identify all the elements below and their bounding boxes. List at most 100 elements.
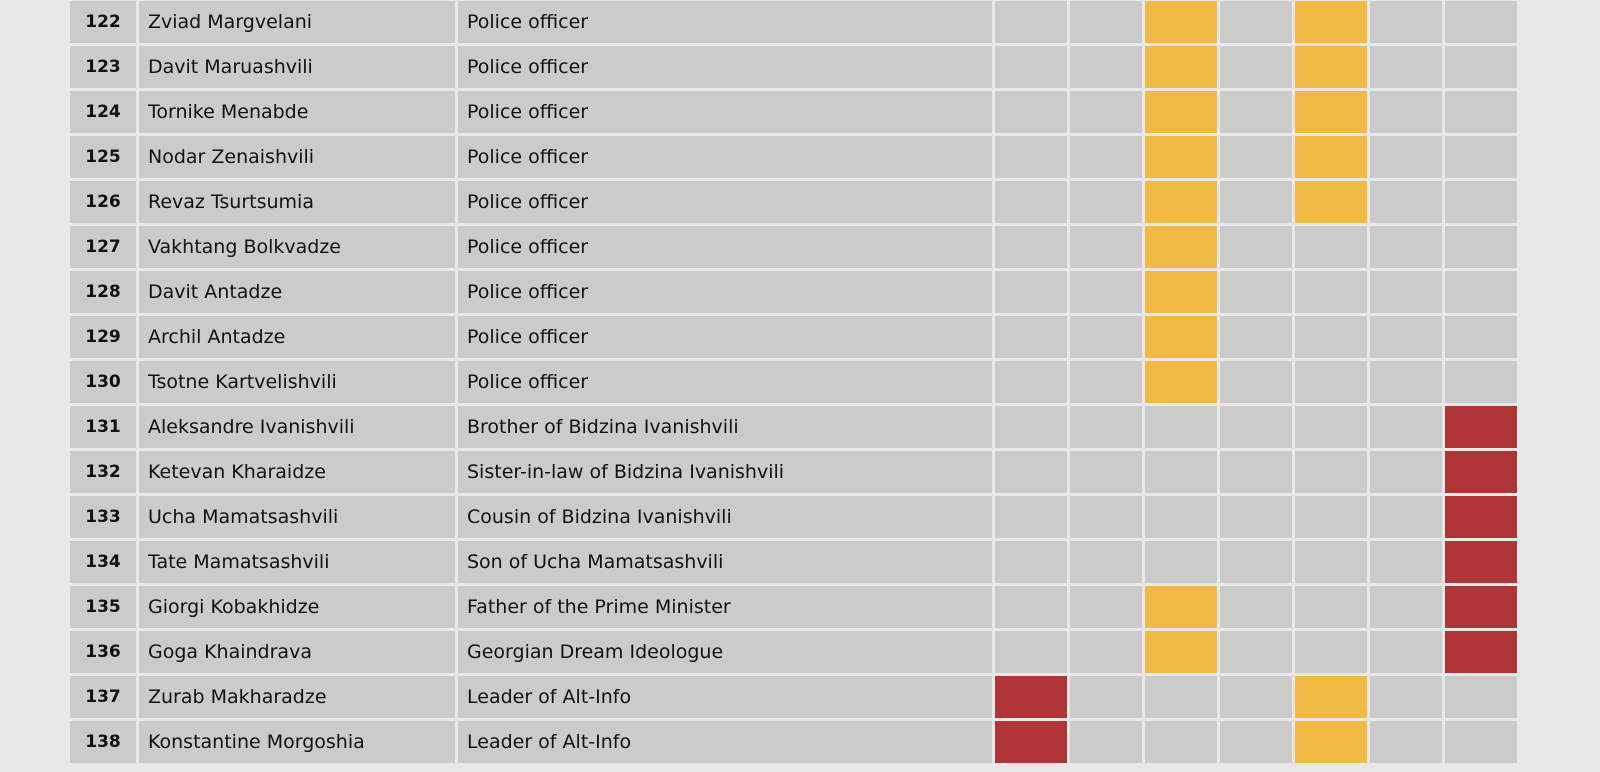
table-row: 128 Davit Antadze Police officer — [70, 271, 1517, 313]
person-role: Police officer — [458, 226, 992, 268]
status-cell-empty — [1445, 91, 1517, 133]
status-cell-empty — [1220, 586, 1292, 628]
status-cell-empty — [1445, 361, 1517, 403]
status-cell-empty — [1220, 1, 1292, 43]
person-name: Ketevan Kharaidze — [139, 451, 455, 493]
status-cell-empty — [1220, 181, 1292, 223]
status-cell-empty — [1070, 406, 1142, 448]
status-cell-empty — [1370, 226, 1442, 268]
status-cell-empty — [1370, 1, 1442, 43]
row-number: 130 — [70, 361, 136, 403]
person-role: Brother of Bidzina Ivanishvili — [458, 406, 992, 448]
status-cell-empty — [1220, 541, 1292, 583]
status-cell-yellow — [1145, 271, 1217, 313]
status-cell-empty — [1445, 46, 1517, 88]
status-cell-empty — [995, 46, 1067, 88]
person-role: Leader of Alt-Info — [458, 721, 992, 763]
status-cell-yellow — [1295, 676, 1367, 718]
person-name: Revaz Tsurtsumia — [139, 181, 455, 223]
status-cell-empty — [995, 631, 1067, 673]
person-name: Davit Antadze — [139, 271, 455, 313]
table-row: 133 Ucha Mamatsashvili Cousin of Bidzina I… — [70, 496, 1517, 538]
status-cell-yellow — [1145, 181, 1217, 223]
status-cell-red — [1445, 451, 1517, 493]
status-cell-yellow — [1295, 91, 1367, 133]
status-cell-empty — [1220, 451, 1292, 493]
table-row: 138 Konstantine Morgoshia Leader of Alt-In… — [70, 721, 1517, 763]
person-role: Police officer — [458, 46, 992, 88]
row-number: 136 — [70, 631, 136, 673]
status-cell-yellow — [1295, 721, 1367, 763]
status-cell-empty — [1070, 496, 1142, 538]
table-body: 122 Zviad Margvelani Police officer 123 Davi… — [70, 1, 1517, 763]
status-cell-empty — [1445, 226, 1517, 268]
status-cell-empty — [1370, 631, 1442, 673]
status-cell-empty — [1220, 91, 1292, 133]
status-cell-yellow — [1145, 91, 1217, 133]
status-cell-yellow — [1145, 586, 1217, 628]
person-role: Police officer — [458, 91, 992, 133]
status-cell-yellow — [1145, 316, 1217, 358]
status-cell-empty — [1295, 361, 1367, 403]
status-cell-empty — [1295, 226, 1367, 268]
status-cell-yellow — [1145, 136, 1217, 178]
person-role: Cousin of Bidzina Ivanishvili — [458, 496, 992, 538]
status-cell-empty — [1370, 451, 1442, 493]
table-row: 131 Aleksandre Ivanishvili Brother of Bidz… — [70, 406, 1517, 448]
person-name: Archil Antadze — [139, 316, 455, 358]
row-number: 137 — [70, 676, 136, 718]
status-cell-empty — [995, 361, 1067, 403]
status-cell-empty — [1070, 541, 1142, 583]
status-cell-empty — [995, 586, 1067, 628]
table-row: 136 Goga Khaindrava Georgian Dream Ideolog… — [70, 631, 1517, 673]
status-cell-empty — [995, 316, 1067, 358]
status-cell-empty — [1145, 676, 1217, 718]
table-row: 127 Vakhtang Bolkvadze Police officer — [70, 226, 1517, 268]
person-name: Davit Maruashvili — [139, 46, 455, 88]
row-number: 124 — [70, 91, 136, 133]
status-cell-empty — [1370, 496, 1442, 538]
status-cell-empty — [1070, 91, 1142, 133]
status-cell-empty — [1295, 271, 1367, 313]
status-cell-empty — [1370, 586, 1442, 628]
person-role: Sister-in-law of Bidzina Ivanishvili — [458, 451, 992, 493]
table-row: 132 Ketevan Kharaidze Sister-in-law of Bid… — [70, 451, 1517, 493]
status-cell-empty — [1445, 721, 1517, 763]
table-row: 130 Tsotne Kartvelishvili Police officer — [70, 361, 1517, 403]
status-cell-empty — [995, 226, 1067, 268]
status-cell-empty — [1295, 451, 1367, 493]
status-cell-empty — [1220, 361, 1292, 403]
status-cell-yellow — [1145, 46, 1217, 88]
table-row: 134 Tate Mamatsashvili Son of Ucha Mamatsa… — [70, 541, 1517, 583]
status-cell-empty — [1370, 181, 1442, 223]
status-cell-empty — [1070, 46, 1142, 88]
status-cell-empty — [1070, 676, 1142, 718]
status-cell-empty — [1220, 496, 1292, 538]
status-cell-empty — [1370, 361, 1442, 403]
person-name: Tornike Menabde — [139, 91, 455, 133]
status-cell-empty — [995, 451, 1067, 493]
status-cell-empty — [995, 181, 1067, 223]
status-cell-yellow — [1295, 1, 1367, 43]
status-cell-empty — [1295, 586, 1367, 628]
status-cell-empty — [1445, 316, 1517, 358]
status-cell-empty — [1220, 46, 1292, 88]
person-name: Konstantine Morgoshia — [139, 721, 455, 763]
person-role: Police officer — [458, 271, 992, 313]
status-cell-empty — [1370, 136, 1442, 178]
person-role: Georgian Dream Ideologue — [458, 631, 992, 673]
status-cell-empty — [1445, 271, 1517, 313]
row-number: 134 — [70, 541, 136, 583]
status-cell-empty — [995, 91, 1067, 133]
status-cell-yellow — [1145, 361, 1217, 403]
status-cell-empty — [1070, 721, 1142, 763]
status-cell-empty — [1445, 1, 1517, 43]
status-cell-red — [995, 721, 1067, 763]
person-name: Goga Khaindrava — [139, 631, 455, 673]
status-cell-empty — [1445, 181, 1517, 223]
status-cell-yellow — [1145, 1, 1217, 43]
status-cell-empty — [1070, 136, 1142, 178]
status-cell-red — [995, 676, 1067, 718]
status-cell-empty — [1070, 631, 1142, 673]
status-cell-empty — [1370, 91, 1442, 133]
